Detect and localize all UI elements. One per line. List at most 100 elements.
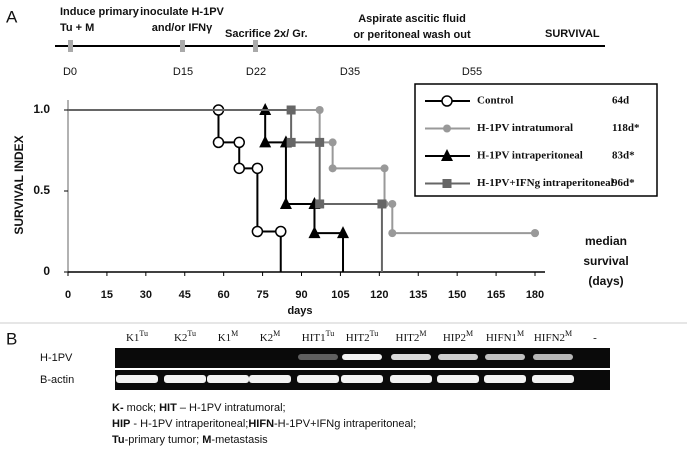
lane-sup: Tu: [370, 329, 379, 338]
survival-line: [68, 109, 535, 235]
timeline-tick: [180, 40, 185, 52]
gel-band: [342, 354, 382, 360]
timeline-tick: [253, 40, 258, 52]
marker: [377, 199, 387, 209]
lane-sup: M: [466, 329, 473, 338]
lane-base: HIT1: [302, 332, 326, 344]
x-tick-label: 30: [140, 289, 152, 301]
marker: [380, 164, 389, 173]
gel-row-label: H-1PV: [40, 352, 73, 364]
gel-band: [437, 375, 479, 383]
lane-label: K2Tu: [174, 329, 196, 344]
lane-base: K1: [126, 332, 139, 344]
survival-line: [68, 109, 383, 272]
lane-base: HIP2: [443, 332, 466, 344]
lane-label: K1Tu: [126, 329, 148, 344]
timeline-day: D15: [173, 66, 193, 78]
gel-legend: K- mock; HIT – H-1PV intratumoral;: [112, 402, 286, 414]
lane-sup: M: [517, 329, 524, 338]
gel-legend-part: -metastasis: [211, 434, 268, 446]
gel-band: [116, 375, 158, 383]
x-tick-label: 90: [295, 289, 307, 301]
x-tick-label: 120: [370, 289, 388, 301]
gel-legend-part: K-: [112, 402, 124, 414]
y-tick-label: 0: [43, 264, 50, 278]
marker: [328, 138, 337, 147]
legend-median: 64d: [612, 95, 629, 107]
timeline-day: D35: [340, 66, 360, 78]
timeline-event: Aspirate ascitic fluid: [358, 13, 466, 25]
lane-label: K1M: [218, 329, 239, 344]
marker: [315, 137, 325, 147]
lane-base: HIFN1: [486, 332, 517, 344]
y-axis-label: SURVIVAL INDEX: [12, 135, 26, 234]
panel-label: A: [6, 7, 18, 26]
gel-legend: HIP - H-1PV intraperitoneal;HIFN-H-1PV+I…: [112, 418, 416, 430]
marker: [233, 136, 245, 149]
marker: [308, 226, 321, 239]
annotation: survival: [583, 254, 628, 268]
marker: [286, 105, 296, 115]
lane-sup: M: [565, 329, 572, 338]
lane-sup: M: [273, 329, 280, 338]
marker: [328, 164, 337, 173]
marker: [337, 226, 350, 239]
marker: [274, 225, 287, 238]
timeline-event: Induce primary: [60, 6, 140, 18]
lane-base: HIT2: [396, 332, 420, 344]
marker: [251, 162, 264, 175]
lane-sup: M: [231, 329, 238, 338]
gel-legend-part: mock;: [124, 402, 159, 414]
gel-legend-part: M: [202, 434, 211, 446]
lane-base: HIT2: [346, 332, 370, 344]
gel-band: [341, 375, 383, 383]
marker: [388, 229, 397, 238]
panel-label: B: [6, 329, 17, 348]
legend-marker: [442, 179, 452, 188]
gel-band: [484, 375, 526, 383]
gel-band: [164, 375, 206, 383]
x-tick-label: 60: [218, 289, 230, 301]
marker: [259, 135, 272, 148]
timeline-day: D55: [462, 66, 482, 78]
gel-legend: Tu-primary tumor; M-metastasis: [112, 434, 268, 446]
gel-band: [390, 375, 432, 383]
legend-label: Control: [477, 95, 513, 107]
lane-label: HIFN2M: [534, 329, 572, 344]
annotation: median: [585, 234, 627, 248]
gel-legend-part: Tu: [112, 434, 125, 446]
gel-legend-part: - H-1PV intraperitoneal;: [130, 418, 248, 430]
timeline-day: D22: [246, 66, 266, 78]
x-tick-label: 0: [65, 289, 71, 301]
legend-label: H-1PV+IFNg intraperitoneal: [477, 177, 614, 189]
survival-line: [68, 109, 282, 272]
lane-base: K2: [260, 332, 273, 344]
y-tick-label: 0.5: [33, 183, 50, 197]
timeline-event: and/or IFNγ: [152, 22, 213, 34]
gel-band: [532, 375, 574, 383]
x-axis-label: days: [287, 305, 312, 317]
marker: [279, 196, 292, 209]
lane-base: HIFN2: [534, 332, 565, 344]
lane-label: HIT2M: [396, 329, 427, 344]
timeline-day: D0: [63, 66, 77, 78]
legend-marker: [441, 95, 453, 107]
marker: [315, 106, 324, 114]
lane-sup: M: [419, 329, 426, 338]
lane-label: HIT2Tu: [346, 329, 378, 344]
lane-label: -: [593, 332, 597, 344]
gel-band: [249, 375, 291, 383]
x-tick-label: 165: [487, 289, 505, 301]
x-tick-label: 135: [409, 289, 427, 301]
lane-sup: Tu: [326, 329, 335, 338]
marker: [212, 136, 225, 149]
x-tick-label: 15: [101, 289, 113, 301]
legend-label: H-1PV intraperitoneal: [477, 150, 583, 162]
marker: [531, 229, 539, 238]
gel-band: [207, 375, 249, 383]
timeline-end: SURVIVAL: [545, 28, 600, 40]
legend-marker: [443, 124, 451, 133]
gel-legend-part: HIP: [112, 418, 130, 430]
y-tick-label: 1.0: [33, 102, 50, 116]
